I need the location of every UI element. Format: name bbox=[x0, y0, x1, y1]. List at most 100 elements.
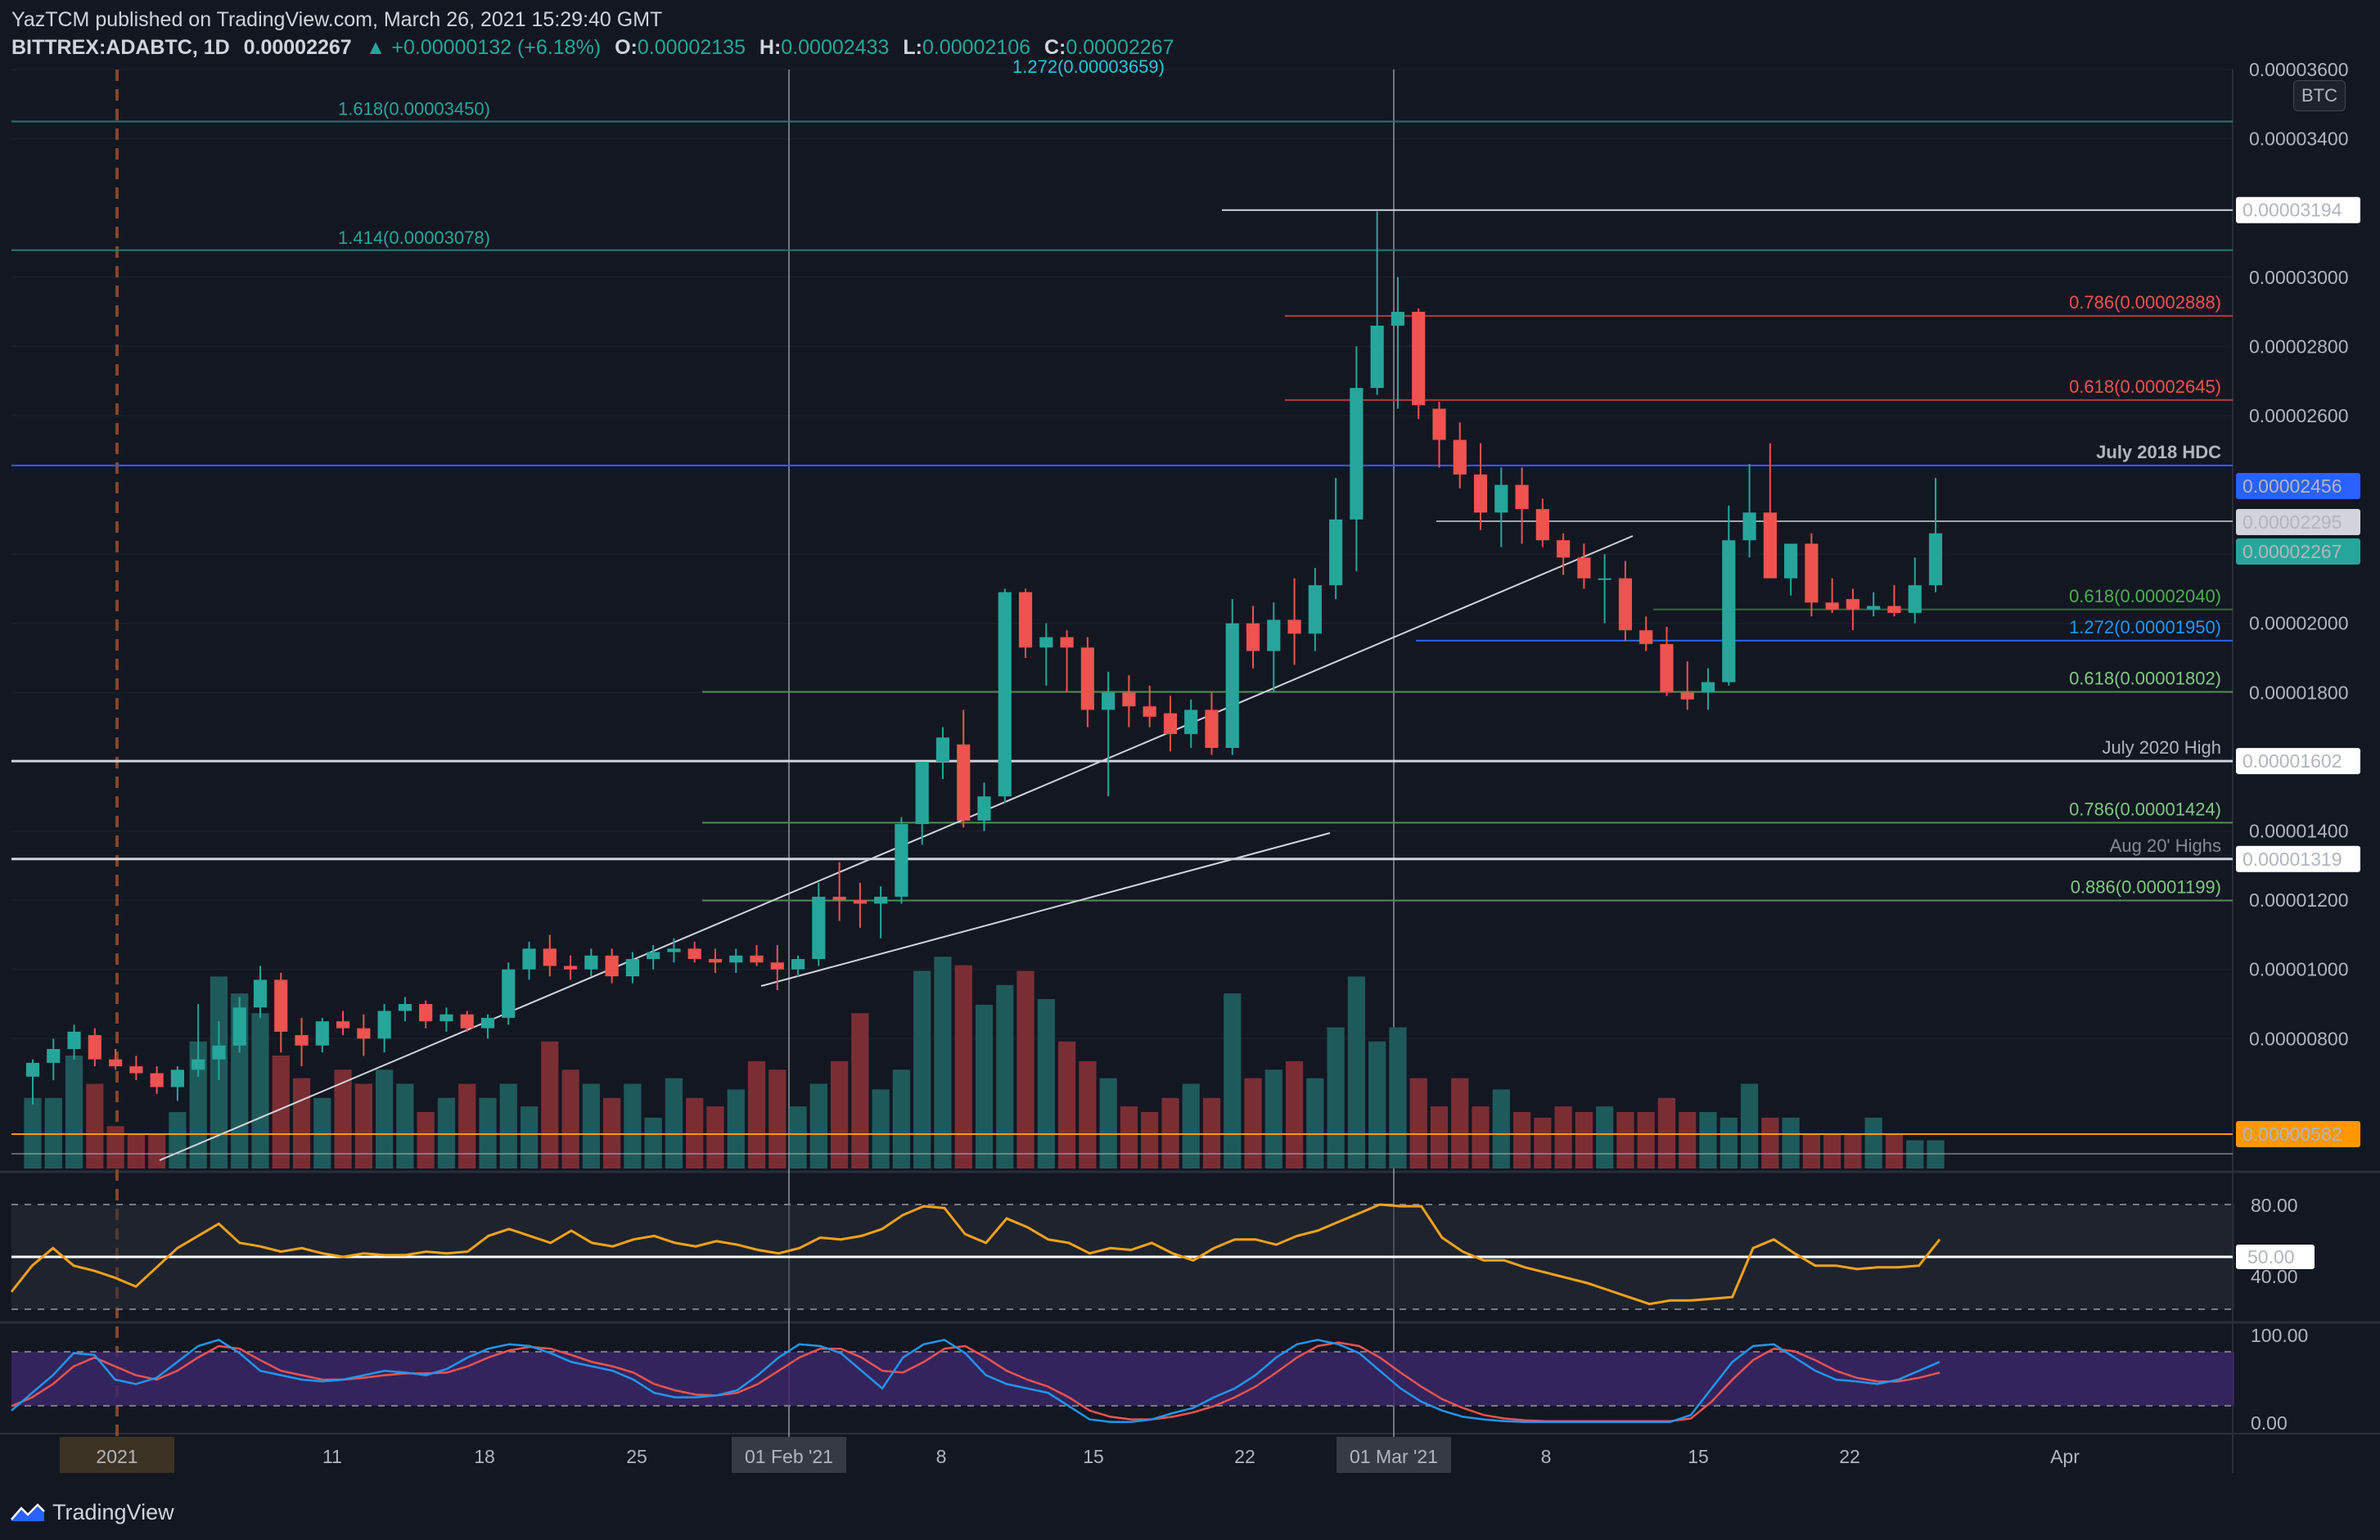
rsi-line bbox=[10, 1203, 1941, 1306]
volume-bar bbox=[1927, 1140, 1945, 1169]
candle-body bbox=[874, 896, 888, 904]
volume-bar bbox=[1720, 1117, 1738, 1169]
volume-bar bbox=[747, 1060, 766, 1169]
price-tag-label: 0.00000582 bbox=[2243, 1123, 2342, 1145]
candle-body bbox=[1205, 709, 1219, 748]
main-pane[interactable] bbox=[11, 70, 2234, 1170]
candle-body bbox=[770, 962, 784, 970]
time-axis[interactable]: 2021 11 18 25 01 Feb '21 8 15 22 01 Mar '21 8 15 22… bbox=[60, 1437, 2080, 1473]
candle-body bbox=[1267, 619, 1281, 651]
volume-bar bbox=[727, 1089, 745, 1169]
candle-body bbox=[1867, 606, 1881, 610]
price-tick-label: 0.00001200 bbox=[2249, 889, 2349, 911]
volume-bar bbox=[189, 1041, 207, 1169]
candle-body bbox=[315, 1021, 329, 1046]
stoch-rsi-pane[interactable]: 100.00 0.00 bbox=[11, 1325, 2308, 1434]
candle-body bbox=[377, 1011, 391, 1039]
level-label: 0.618(0.00002645) bbox=[2069, 376, 2221, 397]
volume-bar bbox=[1368, 1041, 1386, 1169]
candle-body bbox=[853, 900, 867, 904]
candle-body bbox=[170, 1069, 184, 1087]
candle-body bbox=[150, 1073, 164, 1087]
price-tags: 0.00003194 0.00002456 0.00002295 0.00002267… bbox=[2236, 196, 2360, 1147]
time-tick-label: 22 bbox=[1234, 1446, 1255, 1467]
candle-body bbox=[1184, 709, 1198, 735]
volume-bar bbox=[624, 1083, 642, 1169]
volume-bar bbox=[292, 1078, 311, 1169]
volume-bar bbox=[561, 1069, 579, 1169]
publish-line: YazTCM published on TradingView.com, Mar… bbox=[11, 8, 663, 31]
candle-body bbox=[1928, 533, 1943, 586]
candle-body bbox=[957, 744, 971, 821]
candle-body bbox=[1412, 312, 1426, 406]
volume-bar bbox=[1637, 1112, 1655, 1169]
level-label: 0.886(0.00001199) bbox=[2071, 877, 2221, 898]
rsi-marker-bg bbox=[2236, 1245, 2315, 1269]
symbol-ohlc-line: BITTREX:ADABTC, 1D 0.00002267 ▲ +0.00000… bbox=[11, 36, 1182, 60]
candle-body bbox=[232, 1007, 246, 1046]
volume-bar bbox=[1802, 1134, 1820, 1169]
candle-body bbox=[1432, 408, 1446, 440]
candle-body bbox=[729, 955, 743, 963]
volume-bar bbox=[954, 965, 972, 1169]
candle-body bbox=[667, 948, 681, 952]
last-price: 0.00002267 bbox=[243, 36, 352, 59]
candle-body bbox=[1887, 606, 1901, 614]
candle-body bbox=[1908, 585, 1922, 614]
price-tag-label: 0.00002456 bbox=[2243, 475, 2342, 497]
volume-bar bbox=[541, 1041, 559, 1169]
candle-body bbox=[1308, 585, 1322, 634]
volume-bar bbox=[1099, 1078, 1117, 1169]
low-value: 0.00002106 bbox=[922, 36, 1031, 59]
close-value: 0.00002267 bbox=[1066, 36, 1174, 59]
volume-bar bbox=[934, 957, 952, 1169]
volume-bar bbox=[376, 1069, 394, 1169]
price-tick-label: 0.00002000 bbox=[2249, 613, 2349, 634]
volume-bar bbox=[251, 1013, 269, 1169]
candle-body bbox=[1287, 619, 1301, 634]
stoch-tick-label: 100.00 bbox=[2251, 1325, 2308, 1346]
time-tick-label: 2021 bbox=[96, 1446, 137, 1467]
level-label: 1.414(0.00003078) bbox=[338, 227, 490, 248]
volume-bar bbox=[975, 1004, 994, 1169]
open-value: 0.00002135 bbox=[637, 36, 746, 59]
volume-bar bbox=[1616, 1112, 1634, 1169]
volume-bar bbox=[1761, 1117, 1779, 1169]
trendline-secondary[interactable] bbox=[760, 832, 1331, 987]
symbol-label[interactable]: BITTREX:ADABTC, 1D bbox=[11, 36, 230, 59]
price-tick-label: 0.00003600 bbox=[2249, 59, 2349, 80]
price-tag-label: 0.00001602 bbox=[2243, 750, 2342, 772]
candle-body bbox=[1680, 692, 1694, 700]
volume-bar bbox=[354, 1083, 372, 1169]
candle-body bbox=[47, 1048, 61, 1063]
time-tick-label: Apr bbox=[2050, 1446, 2080, 1467]
price-tag-bg bbox=[2236, 196, 2360, 223]
candle-body bbox=[1805, 543, 1819, 603]
chart-header: YazTCM published on TradingView.com, Mar… bbox=[11, 5, 1566, 62]
tradingview-logo[interactable]: TradingView bbox=[10, 1496, 174, 1529]
volume-bar bbox=[830, 1060, 849, 1169]
price-tag-label: 0.00003194 bbox=[2243, 200, 2342, 221]
volume-bar bbox=[106, 1126, 124, 1169]
volume-bar bbox=[996, 984, 1014, 1169]
volume-bar bbox=[1657, 1097, 1676, 1169]
time-tick-label: 01 Mar '21 bbox=[1350, 1446, 1438, 1467]
candle-body bbox=[1329, 519, 1343, 586]
volume-bar bbox=[1141, 1112, 1159, 1169]
volume-bar bbox=[1224, 993, 1242, 1169]
volume-bar bbox=[437, 1097, 456, 1169]
candle-body bbox=[25, 1062, 40, 1077]
level-label: July 2020 High bbox=[2102, 737, 2221, 758]
candle-body bbox=[895, 824, 908, 897]
volume-bar bbox=[499, 1083, 517, 1169]
currency-badge[interactable]: BTC bbox=[2293, 80, 2346, 111]
candle-body bbox=[212, 1045, 226, 1060]
candle-body bbox=[687, 948, 701, 959]
volume-bar bbox=[1409, 1078, 1427, 1169]
level-label: July 2018 HDC bbox=[2096, 442, 2221, 462]
volume-bar bbox=[1037, 999, 1055, 1169]
low-label: L: bbox=[903, 36, 922, 59]
candle-body bbox=[88, 1035, 101, 1060]
